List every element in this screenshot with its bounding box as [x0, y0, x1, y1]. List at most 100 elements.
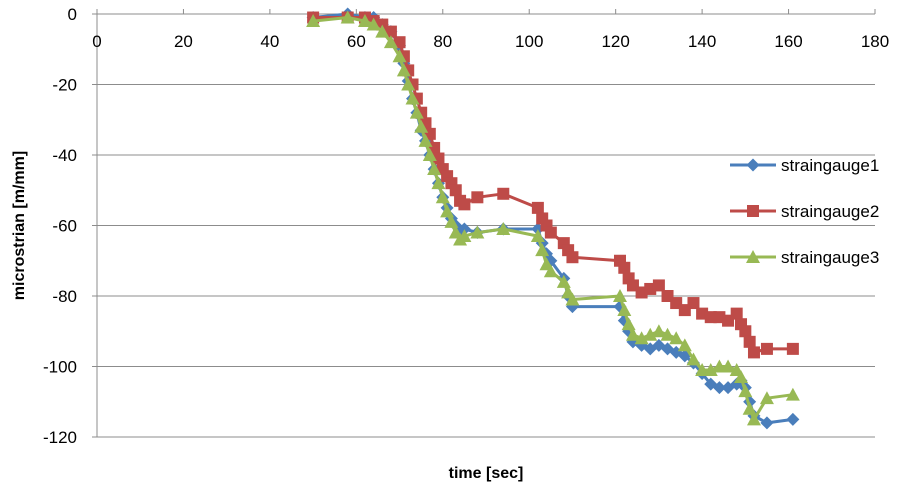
x-tick-label: 120: [601, 32, 629, 51]
series-line: [313, 16, 793, 354]
data-point: [643, 327, 658, 341]
data-point: [786, 412, 800, 426]
legend-item: straingauge2: [730, 202, 879, 221]
data-point: [393, 36, 406, 49]
data-point: [759, 391, 774, 405]
x-tick-label: 80: [433, 32, 452, 51]
x-tick-label: 20: [174, 32, 193, 51]
x-tick-label: 0: [92, 32, 101, 51]
data-point: [621, 317, 636, 331]
x-tick-label: 160: [774, 32, 802, 51]
data-point: [556, 274, 571, 288]
axes: [92, 9, 876, 438]
x-tick-label: 180: [861, 32, 889, 51]
data-point: [652, 279, 665, 292]
data-point: [734, 370, 749, 384]
data-point: [686, 352, 701, 366]
data-point: [383, 35, 398, 49]
data-point: [612, 289, 627, 302]
legend-label: straingauge2: [781, 202, 879, 221]
x-tick-label: 100: [515, 32, 543, 51]
legend-swatch-marker: [746, 250, 760, 263]
data-point: [496, 222, 511, 235]
x-tick-label: 140: [688, 32, 716, 51]
data-point: [712, 381, 726, 395]
legend: straingauge1 straingauge2 straingauge3: [730, 156, 879, 267]
data-point: [565, 292, 580, 306]
data-point: [422, 148, 437, 161]
legend-item: straingauge3: [730, 248, 879, 267]
data-point: [409, 105, 424, 119]
series-line: [312, 16, 794, 421]
data-point: [357, 14, 372, 27]
data-point: [497, 187, 510, 200]
data-point: [634, 331, 649, 345]
x-tick-label: 40: [260, 32, 279, 51]
legend-item: straingauge1: [730, 156, 879, 175]
data-point: [375, 24, 390, 38]
data-point: [746, 412, 761, 426]
y-tick-label: -100: [43, 358, 77, 377]
series-layer: [306, 7, 800, 430]
data-point: [651, 324, 666, 338]
data-point: [384, 25, 397, 38]
data-point: [471, 191, 484, 204]
data-point: [618, 261, 631, 274]
legend-label: straingauge1: [781, 156, 879, 175]
legend-label: straingauge3: [781, 248, 879, 267]
data-point: [405, 91, 420, 105]
data-point: [760, 416, 774, 430]
data-point: [669, 331, 684, 345]
data-point: [677, 338, 692, 352]
data-point: [427, 162, 442, 176]
x-tick-label: 60: [347, 32, 366, 51]
data-point: [444, 214, 459, 228]
data-point: [730, 307, 743, 320]
data-point: [401, 77, 416, 91]
data-point: [562, 244, 575, 257]
data-point: [306, 14, 321, 27]
gridlines: [97, 84, 875, 438]
data-point: [625, 327, 640, 341]
data-point: [457, 222, 471, 236]
data-point: [687, 297, 700, 310]
data-point: [435, 190, 450, 204]
y-tick-label: -120: [43, 428, 77, 447]
data-point: [449, 184, 462, 197]
data-point: [544, 226, 557, 239]
data-point: [458, 198, 471, 211]
y-tick-label: -60: [52, 217, 77, 236]
series-straingauge2: [307, 11, 799, 359]
data-point: [535, 243, 550, 257]
y-tick-label: -40: [52, 146, 77, 165]
y-axis-title: microstrian [m/mm]: [11, 151, 28, 300]
data-point: [786, 342, 799, 355]
data-point: [531, 201, 544, 214]
data-point: [419, 117, 432, 130]
series-straingauge3: [306, 10, 800, 426]
data-point: [617, 303, 632, 317]
x-axis-title: time [sec]: [449, 465, 524, 482]
y-tick-label: -80: [52, 287, 77, 306]
data-point: [738, 384, 753, 398]
data-point: [660, 327, 675, 341]
data-point: [431, 176, 446, 190]
data-point: [470, 225, 485, 239]
data-point: [721, 359, 736, 373]
data-point: [440, 204, 455, 218]
data-point: [418, 133, 433, 147]
y-tick-label: 0: [68, 5, 77, 24]
data-point: [392, 49, 407, 63]
data-point: [432, 152, 445, 165]
y-tick-label: -20: [52, 76, 77, 95]
data-point: [760, 342, 773, 355]
legend-swatch-marker: [746, 158, 760, 172]
data-point: [530, 229, 545, 243]
data-point: [366, 17, 381, 31]
data-point: [396, 63, 411, 77]
data-point: [747, 346, 760, 359]
data-point: [742, 401, 757, 415]
y-tick-labels: 0 -20 -40 -60 -80 -100 -120: [43, 5, 77, 447]
data-point: [703, 363, 718, 376]
